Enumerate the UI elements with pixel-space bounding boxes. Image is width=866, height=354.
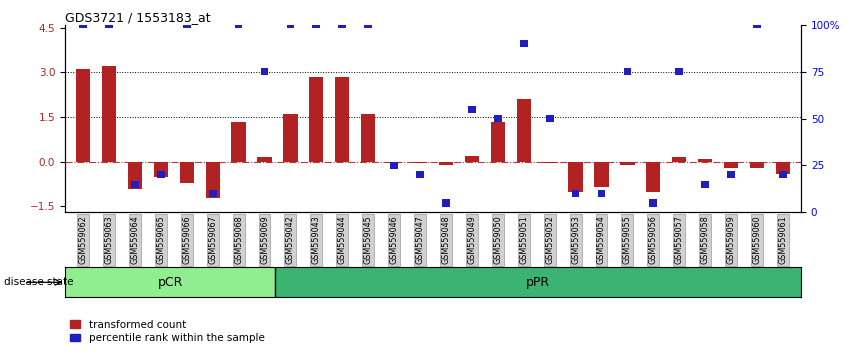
Bar — [727, 171, 735, 178]
Text: GSM559050: GSM559050 — [494, 216, 502, 264]
Bar — [287, 21, 294, 28]
Text: GSM559043: GSM559043 — [312, 216, 321, 264]
Bar — [491, 121, 505, 162]
Bar — [620, 162, 635, 165]
Bar — [517, 99, 531, 162]
Bar — [650, 199, 657, 207]
Bar — [205, 162, 220, 198]
Text: GSM559055: GSM559055 — [623, 215, 632, 264]
Bar — [520, 40, 527, 47]
Bar — [387, 162, 401, 163]
Bar — [542, 162, 557, 163]
Legend: transformed count, percentile rank within the sample: transformed count, percentile rank withi… — [66, 315, 268, 347]
Bar — [624, 68, 631, 75]
Bar — [65, 267, 275, 297]
Bar — [339, 21, 346, 28]
Bar — [568, 162, 583, 192]
Bar — [361, 114, 375, 162]
Bar — [365, 21, 372, 28]
Text: GDS3721 / 1553183_at: GDS3721 / 1553183_at — [65, 11, 210, 24]
Bar — [102, 67, 116, 162]
Bar — [750, 162, 764, 168]
Text: GSM559061: GSM559061 — [779, 216, 787, 264]
Bar — [261, 68, 268, 75]
Text: GSM559065: GSM559065 — [157, 216, 165, 264]
Bar — [76, 69, 90, 162]
Bar — [572, 190, 579, 197]
Text: GSM559042: GSM559042 — [286, 216, 295, 264]
Text: GSM559069: GSM559069 — [260, 216, 269, 264]
Bar — [776, 162, 790, 174]
Text: GSM559062: GSM559062 — [79, 216, 87, 264]
Text: GSM559049: GSM559049 — [468, 216, 476, 264]
Text: pCR: pCR — [158, 276, 183, 289]
Bar — [646, 162, 661, 192]
Text: GSM559057: GSM559057 — [675, 215, 684, 264]
Text: GSM559051: GSM559051 — [520, 216, 528, 264]
Text: GSM559056: GSM559056 — [649, 216, 658, 264]
Bar — [335, 77, 349, 162]
Bar — [753, 21, 761, 28]
Bar — [672, 157, 687, 162]
Bar — [724, 162, 738, 168]
Bar — [309, 77, 324, 162]
Text: GSM559067: GSM559067 — [208, 216, 217, 264]
Text: GSM559053: GSM559053 — [571, 216, 580, 264]
Text: GSM559060: GSM559060 — [753, 216, 761, 264]
Bar — [442, 199, 449, 207]
Text: GSM559059: GSM559059 — [727, 215, 735, 264]
Bar — [701, 181, 709, 188]
Text: GSM559045: GSM559045 — [364, 216, 372, 264]
Text: GSM559054: GSM559054 — [597, 216, 606, 264]
Bar — [128, 162, 142, 189]
Text: GSM559058: GSM559058 — [701, 216, 709, 264]
Bar — [157, 171, 165, 178]
Bar — [494, 115, 501, 122]
Bar — [154, 162, 168, 177]
Text: pPR: pPR — [526, 276, 550, 289]
Bar — [131, 181, 139, 188]
Text: GSM559066: GSM559066 — [182, 216, 191, 264]
Bar — [439, 162, 453, 165]
Bar — [235, 21, 242, 28]
Text: GSM559048: GSM559048 — [442, 216, 450, 264]
Bar — [546, 115, 553, 122]
Bar — [313, 21, 320, 28]
Bar — [698, 159, 712, 162]
Text: GSM559052: GSM559052 — [545, 215, 554, 264]
Bar — [183, 21, 191, 28]
Bar — [275, 267, 801, 297]
Bar — [179, 162, 194, 183]
Text: GSM559044: GSM559044 — [338, 216, 346, 264]
Bar — [105, 21, 113, 28]
Bar — [594, 162, 609, 187]
Text: GSM559064: GSM559064 — [131, 216, 139, 264]
Bar — [413, 162, 427, 163]
Text: GSM559063: GSM559063 — [105, 216, 113, 264]
Bar — [391, 162, 398, 169]
Bar — [675, 68, 683, 75]
Bar — [231, 121, 246, 162]
Bar — [468, 105, 475, 113]
Text: GSM559047: GSM559047 — [416, 216, 424, 264]
Bar — [283, 114, 298, 162]
Bar — [465, 156, 479, 162]
Text: disease state: disease state — [4, 277, 74, 287]
Bar — [417, 171, 424, 178]
Bar — [598, 190, 605, 197]
Bar — [257, 157, 272, 162]
Text: GSM559046: GSM559046 — [390, 216, 398, 264]
Bar — [779, 171, 787, 178]
Text: GSM559068: GSM559068 — [234, 216, 243, 264]
Bar — [209, 190, 216, 197]
Bar — [79, 21, 87, 28]
